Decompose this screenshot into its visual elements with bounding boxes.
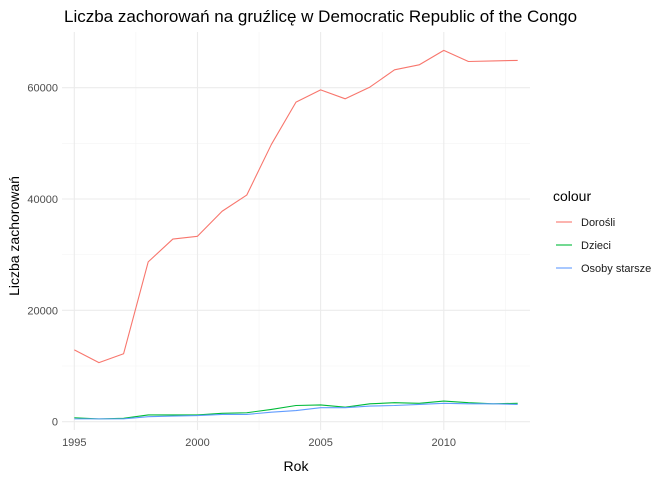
x-axis-title: Rok xyxy=(284,458,310,474)
x-tick-label: 2000 xyxy=(185,437,209,449)
y-tick-label: 40000 xyxy=(27,194,58,206)
chart-title: Liczba zachorowań na gruźlicę w Democrat… xyxy=(64,7,577,26)
y-tick-label: 0 xyxy=(52,417,58,429)
series-line-dzieci xyxy=(74,400,518,420)
y-axis-ticks: 0 20000 40000 60000 xyxy=(27,83,58,429)
series-line-osoby-starsze xyxy=(74,402,518,420)
x-tick-label: 2010 xyxy=(432,437,456,449)
legend-label: Dorośli xyxy=(581,217,615,229)
series-lines xyxy=(74,49,518,420)
grid xyxy=(62,32,530,430)
legend-label: Osoby starsze xyxy=(581,263,651,275)
x-tick-label: 1995 xyxy=(62,437,86,449)
x-tick-label: 2005 xyxy=(308,437,332,449)
y-axis-title: Liczba zachorowań xyxy=(6,176,22,296)
series-line-doro-li xyxy=(74,49,518,364)
legend-title: colour xyxy=(553,188,591,204)
y-tick-label: 60000 xyxy=(27,83,58,95)
legend-label: Dzieci xyxy=(581,240,611,252)
legend: colour Dorośli Dzieci Osoby starsze xyxy=(553,188,651,275)
x-axis-ticks: 1995 2000 2005 2010 xyxy=(62,437,456,449)
y-tick-label: 20000 xyxy=(27,305,58,317)
